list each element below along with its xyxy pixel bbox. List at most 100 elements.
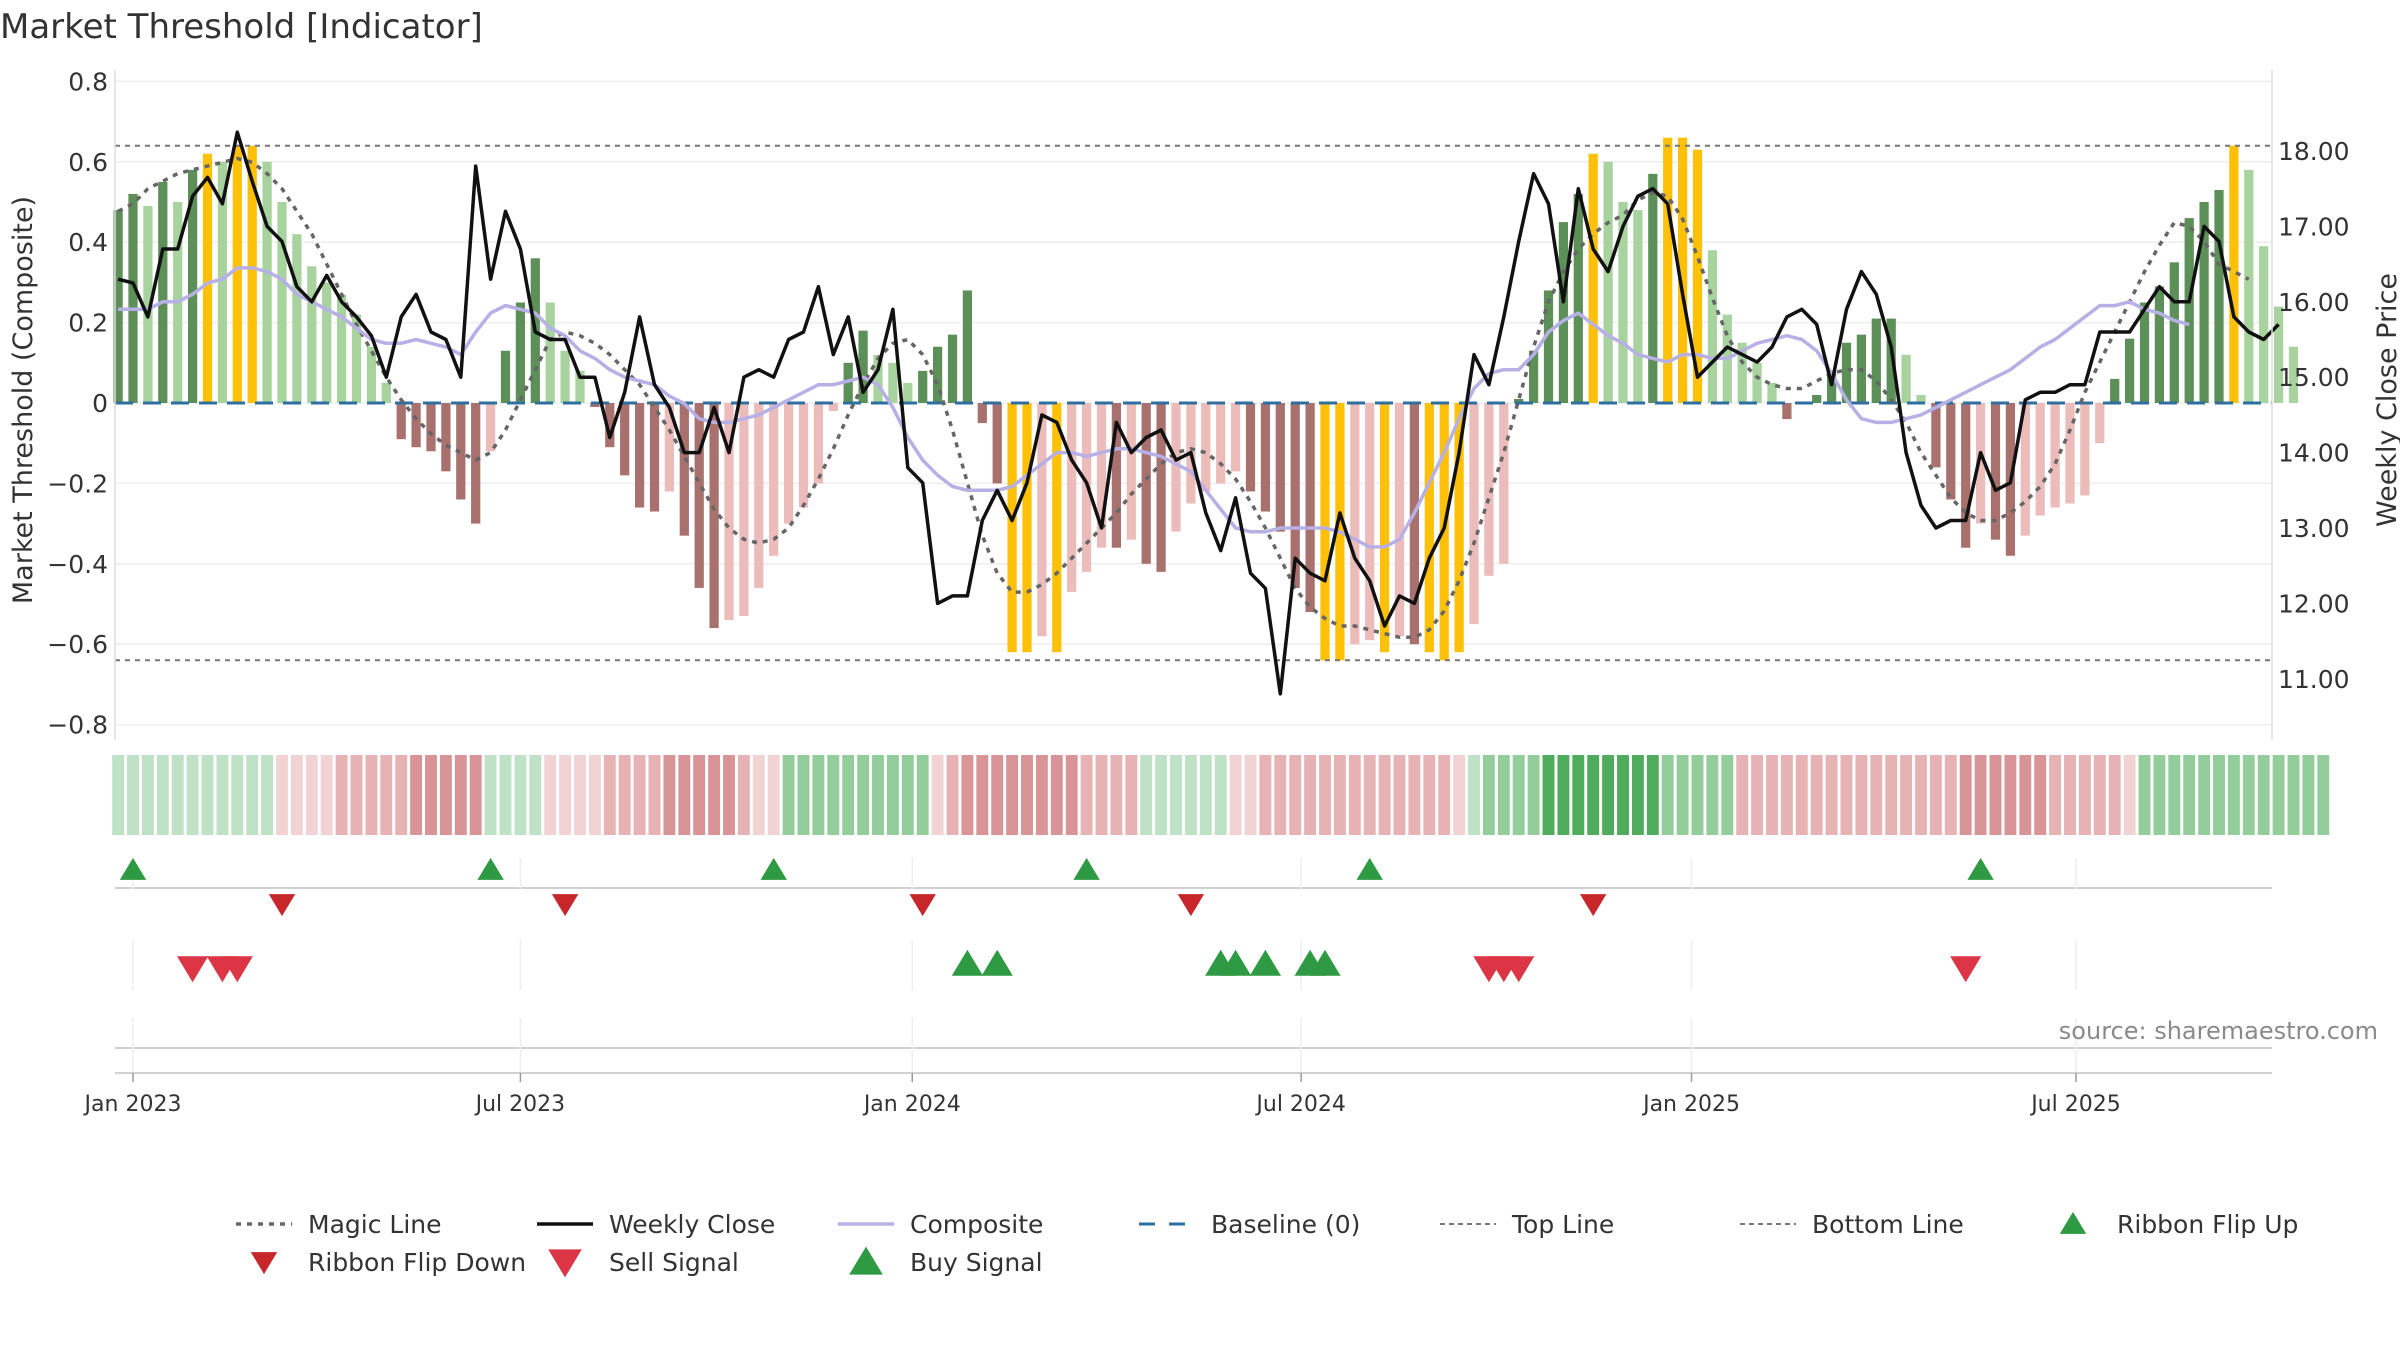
legend: Magic Line Weekly Close Composite Baseline … — [236, 1210, 2298, 1278]
source-note: source: sharemaestro.com — [2059, 1017, 2378, 1045]
threshold-bar — [1752, 362, 1762, 403]
ribbon-cell — [2272, 755, 2285, 835]
ribbon-cell — [1825, 755, 1838, 835]
ribbon-cell — [2153, 755, 2166, 835]
ribbon-cell — [1706, 755, 1719, 835]
x-axis: Jan 2023 Jul 2023 Jan 2024 Jul 2024 Jan 2025… — [83, 1072, 2272, 1117]
threshold-bar — [1305, 403, 1315, 613]
ribbon-cell — [961, 755, 974, 835]
threshold-bar — [739, 403, 749, 617]
threshold-bars — [113, 137, 2299, 661]
legend-item-top: Top Line — [1440, 1210, 1614, 1239]
threshold-bar — [1350, 403, 1360, 645]
threshold-bar — [709, 403, 719, 629]
ribbon-cell — [261, 755, 274, 835]
threshold-bar — [2244, 169, 2254, 403]
threshold-bar — [1275, 403, 1285, 532]
threshold-bar — [1707, 250, 1718, 403]
ribbon-cell — [112, 755, 125, 835]
threshold-bar — [962, 290, 973, 403]
threshold-bar — [843, 362, 853, 403]
threshold-bar — [1886, 318, 1896, 403]
ribbon-cell — [2198, 755, 2211, 835]
threshold-bar — [411, 403, 421, 448]
ribbon-cell — [1557, 755, 1570, 835]
threshold-bar — [2110, 378, 2120, 403]
ribbon-cell — [1572, 755, 1585, 835]
ribbon-cell — [1468, 755, 1480, 835]
ribbon-flip-up-marker — [760, 857, 787, 880]
y-left-tick-label: −0.6 — [47, 630, 108, 659]
y-left-tick-label: 0.4 — [68, 228, 108, 257]
threshold-bar — [694, 403, 704, 588]
ribbon-cell — [216, 755, 229, 835]
ribbon-cell — [2078, 755, 2091, 835]
ribbon-cell — [827, 755, 840, 835]
x-tick-label: Jan 2025 — [1641, 1092, 1740, 1117]
ribbon-cell — [171, 755, 184, 835]
ribbon-cell — [380, 755, 393, 835]
threshold-bar — [2229, 145, 2239, 403]
threshold-bar — [545, 302, 555, 403]
ribbon-cell — [1170, 755, 1182, 835]
threshold-bar — [396, 403, 406, 440]
ribbon-cell — [2257, 755, 2270, 835]
ribbon-cell — [1661, 755, 1674, 835]
ribbon-cell — [1199, 755, 1212, 835]
threshold-bar — [2050, 403, 2060, 508]
threshold-bar — [2169, 262, 2179, 403]
threshold-bar — [1469, 403, 1479, 625]
price-lines — [117, 130, 2280, 696]
magic-line — [117, 156, 2250, 640]
ribbon-cell — [2093, 755, 2106, 835]
threshold-bar — [351, 314, 362, 403]
ribbon-cell — [559, 755, 572, 835]
ribbon-cell — [1959, 755, 1972, 835]
threshold-bar — [1409, 403, 1420, 645]
threshold-bar — [1543, 290, 1554, 403]
threshold-bar — [307, 266, 317, 403]
legend-swatch-buy — [849, 1246, 883, 1275]
threshold-bar — [2259, 246, 2269, 403]
threshold-bar — [1171, 403, 1181, 532]
ribbon-cell — [544, 755, 557, 835]
ribbon-cell — [1810, 755, 1823, 835]
legend-label: Bottom Line — [1812, 1210, 1964, 1239]
legend-item-magic: Magic Line — [236, 1210, 442, 1239]
threshold-bar — [1990, 403, 2001, 540]
ribbon-cell — [1587, 755, 1600, 835]
buy-signal-marker — [951, 949, 983, 976]
ribbon-cell — [1214, 755, 1227, 835]
axes: 0.8 0.6 0.4 0.2 0 −0.2 −0.4 −0.6 −0.8 18.00 17.00 1… — [47, 67, 2350, 740]
threshold-bar — [888, 362, 898, 403]
threshold-bar — [336, 294, 347, 403]
threshold-bar — [2199, 202, 2209, 403]
ribbon-cell — [782, 755, 795, 835]
legend-label: Sell Signal — [609, 1248, 739, 1277]
ribbon-cell — [1095, 755, 1108, 835]
threshold-bar — [1931, 403, 1941, 468]
ribbon-strip — [112, 755, 2330, 835]
ribbon-cell — [1408, 755, 1421, 835]
ribbon-cell — [708, 755, 721, 835]
ribbon-cell — [156, 755, 169, 835]
threshold-bar — [2214, 189, 2224, 403]
legend-item-sell: Sell Signal — [548, 1248, 739, 1278]
threshold-bar — [1901, 354, 1911, 403]
ribbon-cell — [425, 755, 437, 835]
ribbon-cell — [246, 755, 259, 835]
sell-signal-marker — [221, 956, 253, 983]
threshold-bar — [1096, 403, 1107, 548]
ribbon-cell — [484, 755, 497, 835]
ribbon-cell — [588, 755, 601, 835]
threshold-bar — [1379, 403, 1390, 653]
threshold-bar — [1216, 403, 1226, 484]
ribbon-cell — [469, 755, 482, 835]
signal-rows — [115, 857, 2272, 1072]
y-right-tick-label: 17.00 — [2278, 212, 2350, 241]
ribbon-cell — [1080, 755, 1093, 835]
legend-label: Composite — [910, 1210, 1043, 1239]
legend-item-close: Weekly Close — [537, 1210, 775, 1239]
ribbon-cell — [648, 755, 661, 835]
ribbon-cell — [1348, 755, 1361, 835]
